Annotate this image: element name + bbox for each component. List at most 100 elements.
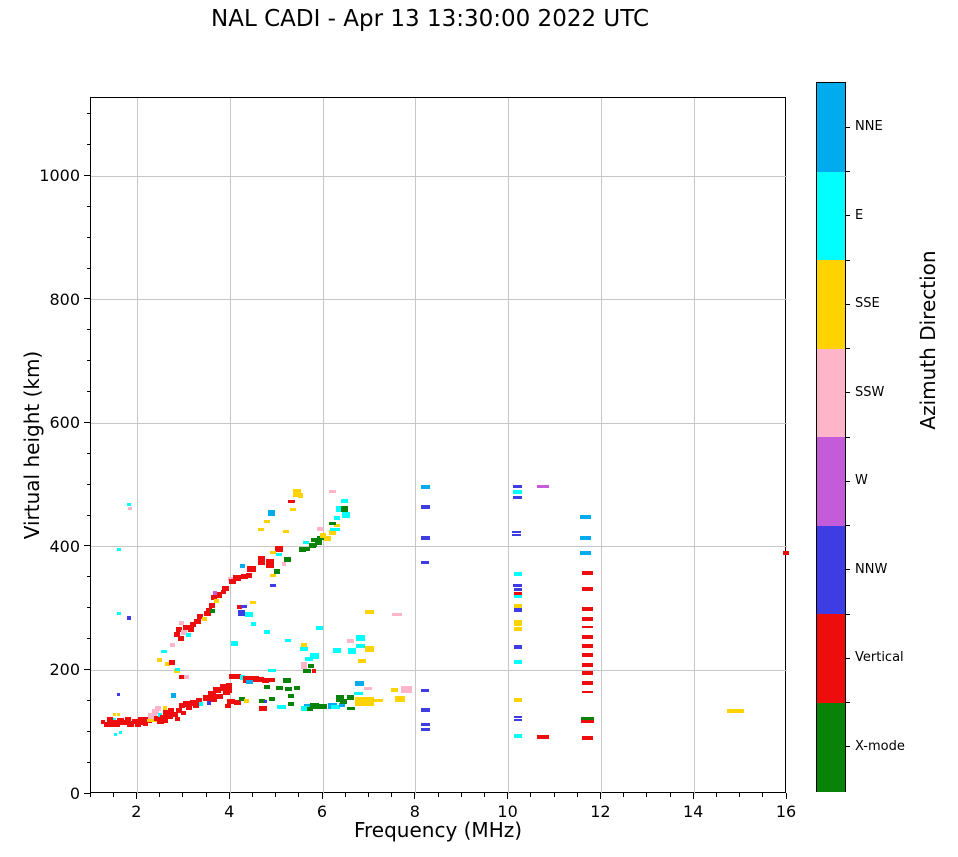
y-minor-tick: [86, 638, 90, 640]
x-axis-label: Frequency (MHz): [353, 818, 523, 842]
colorbar-segment-vertical: [817, 614, 845, 703]
echo-point: [181, 711, 187, 716]
echo-point: [304, 546, 311, 551]
x-minor-tick: [182, 793, 184, 797]
x-tick: [321, 793, 323, 799]
echo-point: [581, 691, 593, 694]
y-tick-label: 600: [49, 413, 80, 433]
echo-point: [513, 496, 523, 500]
echo-point: [172, 712, 179, 718]
echo-point: [163, 706, 168, 711]
y-tick: [84, 668, 90, 670]
x-minor-tick: [251, 793, 253, 797]
grid-line-y: [91, 669, 787, 671]
y-minor-tick: [86, 236, 90, 238]
y-axis-label: Virtual height (km): [20, 350, 44, 540]
echo-point: [127, 503, 132, 507]
y-tick: [84, 421, 90, 423]
echo-point: [301, 664, 308, 669]
echo-point: [298, 546, 306, 552]
y-tick: [84, 298, 90, 300]
echo-point: [420, 708, 430, 712]
echo-point: [263, 700, 267, 704]
echo-point: [161, 649, 168, 653]
echo-point: [513, 572, 522, 577]
echo-point: [109, 722, 115, 728]
echo-point: [392, 612, 403, 616]
x-minor-tick: [460, 793, 462, 797]
echo-point: [513, 627, 522, 632]
colorbar-category-label: NNW: [855, 561, 888, 577]
echo-point: [121, 720, 128, 726]
echo-point: [420, 728, 430, 732]
echo-point: [282, 530, 289, 534]
echo-point: [249, 676, 259, 683]
echo-point: [307, 707, 314, 712]
echo-point: [341, 506, 349, 513]
colorbar-tick: [846, 126, 850, 128]
echo-point: [243, 699, 249, 704]
echo-point: [537, 735, 550, 740]
colorbar-segment-e: [817, 171, 845, 261]
echo-point: [513, 604, 522, 609]
echo-point: [513, 659, 522, 664]
echo-point: [328, 530, 336, 536]
y-tick-label: 1000: [39, 166, 80, 186]
echo-point: [364, 686, 372, 690]
echo-point: [116, 717, 124, 725]
y-tick-label: 400: [49, 536, 80, 556]
echo-point: [244, 611, 253, 617]
echo-point: [143, 722, 149, 727]
echo-point: [314, 539, 322, 546]
y-minor-tick: [86, 607, 90, 609]
echo-point: [147, 712, 157, 719]
echo-point: [246, 680, 254, 685]
echo-point: [225, 682, 232, 688]
colorbar-segment-nne: [817, 83, 845, 172]
x-minor-tick: [112, 793, 114, 797]
colorbar-boundary-tick: [846, 171, 850, 172]
echo-point: [320, 532, 326, 538]
y-minor-tick: [86, 452, 90, 454]
echo-point: [316, 626, 324, 631]
echo-point: [338, 703, 345, 708]
colorbar-tick: [846, 215, 850, 217]
echo-point: [210, 609, 216, 614]
x-minor-tick: [344, 793, 346, 797]
colorbar-tick: [846, 303, 850, 305]
echo-point: [331, 704, 341, 709]
echo-point: [118, 731, 122, 735]
echo-point: [332, 648, 341, 654]
y-minor-tick: [86, 576, 90, 578]
echo-point: [183, 674, 189, 679]
echo-point: [579, 514, 591, 519]
echo-point: [213, 591, 218, 596]
grid-line-x: [600, 98, 602, 794]
echo-point: [420, 536, 430, 541]
echo-point: [333, 524, 340, 528]
echo-point: [238, 610, 246, 617]
echo-point: [190, 622, 197, 628]
echo-point: [213, 687, 222, 694]
echo-point: [301, 662, 308, 667]
echo-point: [358, 659, 367, 664]
echo-point: [176, 707, 183, 713]
echo-point: [206, 607, 213, 612]
colorbar-segment-w: [817, 437, 845, 526]
echo-point: [198, 701, 203, 706]
echo-point: [346, 706, 355, 710]
echo-point: [268, 678, 275, 683]
echo-point: [300, 643, 307, 648]
echo-point: [513, 607, 522, 612]
echo-point: [581, 607, 593, 612]
echo-point: [189, 699, 197, 706]
echo-point: [193, 703, 200, 709]
echo-point: [513, 718, 522, 721]
echo-point: [355, 643, 365, 648]
echo-point: [354, 680, 364, 686]
echo-point: [112, 720, 120, 728]
colorbar-segment-x-mode: [817, 702, 845, 792]
x-tick-label: 10: [497, 802, 518, 821]
echo-point: [169, 659, 176, 665]
echo-point: [298, 493, 304, 499]
